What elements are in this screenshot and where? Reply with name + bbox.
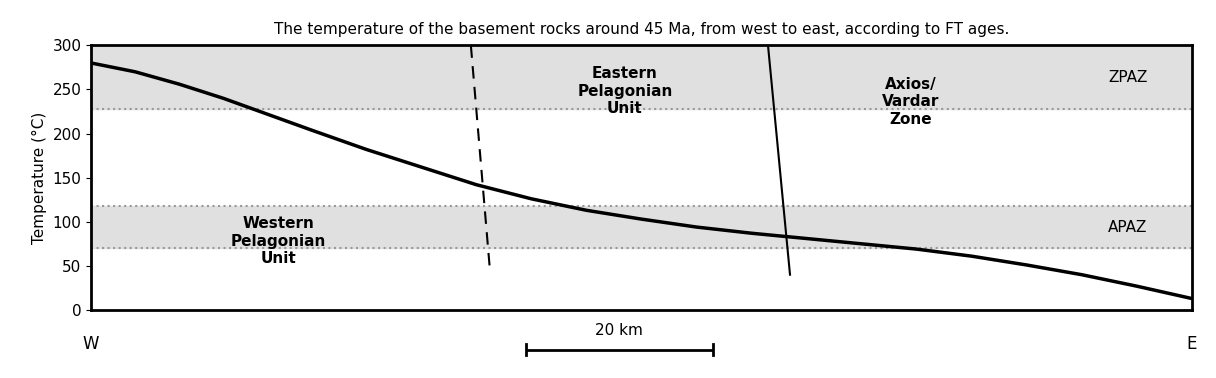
Text: E: E [1187, 335, 1197, 353]
Text: Eastern
Pelagonian
Unit: Eastern Pelagonian Unit [578, 66, 672, 116]
Bar [91, 206, 1192, 248]
Text: W: W [83, 335, 100, 353]
Text: Western
Pelagonian
Unit: Western Pelagonian Unit [231, 216, 326, 266]
Text: 20 km: 20 km [596, 323, 643, 338]
Text: ZPAZ: ZPAZ [1108, 70, 1148, 85]
Bar [91, 45, 1192, 109]
Text: APAZ: APAZ [1108, 220, 1148, 235]
Text: Axios/
Vardar
Zone: Axios/ Vardar Zone [883, 77, 940, 127]
Y-axis label: Temperature (°C): Temperature (°C) [32, 112, 47, 244]
Title: The temperature of the basement rocks around 45 Ma, from west to east, according: The temperature of the basement rocks ar… [274, 22, 1009, 37]
